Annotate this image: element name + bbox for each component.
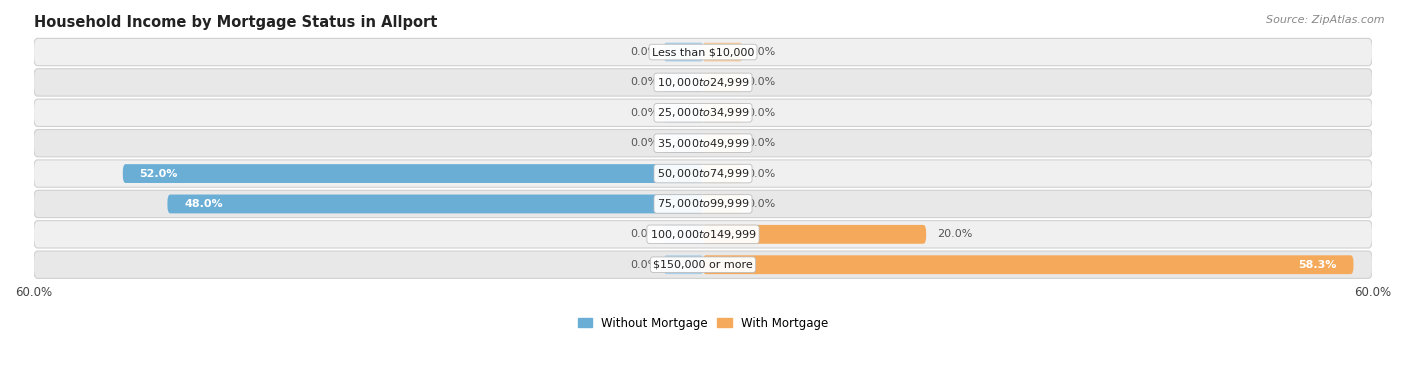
FancyBboxPatch shape — [664, 43, 703, 61]
Text: 0.0%: 0.0% — [630, 229, 658, 239]
FancyBboxPatch shape — [34, 130, 1372, 157]
FancyBboxPatch shape — [34, 38, 1372, 66]
FancyBboxPatch shape — [703, 103, 742, 122]
FancyBboxPatch shape — [664, 255, 703, 274]
FancyBboxPatch shape — [703, 164, 742, 183]
Text: $35,000 to $49,999: $35,000 to $49,999 — [657, 137, 749, 150]
Text: $100,000 to $149,999: $100,000 to $149,999 — [650, 228, 756, 241]
Text: 0.0%: 0.0% — [748, 47, 776, 57]
FancyBboxPatch shape — [703, 255, 1354, 274]
Text: $25,000 to $34,999: $25,000 to $34,999 — [657, 106, 749, 119]
Text: 48.0%: 48.0% — [184, 199, 222, 209]
Text: $150,000 or more: $150,000 or more — [654, 260, 752, 270]
FancyBboxPatch shape — [664, 103, 703, 122]
FancyBboxPatch shape — [34, 190, 1372, 218]
Text: 0.0%: 0.0% — [630, 108, 658, 118]
Text: Less than $10,000: Less than $10,000 — [652, 47, 754, 57]
Legend: Without Mortgage, With Mortgage: Without Mortgage, With Mortgage — [578, 317, 828, 329]
Text: 0.0%: 0.0% — [748, 138, 776, 148]
Text: 20.0%: 20.0% — [938, 229, 973, 239]
Text: 0.0%: 0.0% — [630, 47, 658, 57]
FancyBboxPatch shape — [34, 221, 1372, 248]
FancyBboxPatch shape — [664, 225, 703, 244]
FancyBboxPatch shape — [664, 134, 703, 153]
Text: 0.0%: 0.0% — [630, 77, 658, 87]
Text: $75,000 to $99,999: $75,000 to $99,999 — [657, 198, 749, 210]
Text: $50,000 to $74,999: $50,000 to $74,999 — [657, 167, 749, 180]
Text: 0.0%: 0.0% — [748, 108, 776, 118]
FancyBboxPatch shape — [122, 164, 703, 183]
Text: 0.0%: 0.0% — [630, 260, 658, 270]
FancyBboxPatch shape — [664, 73, 703, 92]
FancyBboxPatch shape — [703, 134, 742, 153]
Text: 52.0%: 52.0% — [139, 169, 179, 179]
FancyBboxPatch shape — [34, 160, 1372, 187]
Text: 0.0%: 0.0% — [748, 77, 776, 87]
Text: Source: ZipAtlas.com: Source: ZipAtlas.com — [1267, 15, 1385, 25]
FancyBboxPatch shape — [34, 69, 1372, 96]
Text: 0.0%: 0.0% — [630, 138, 658, 148]
FancyBboxPatch shape — [703, 73, 742, 92]
FancyBboxPatch shape — [703, 225, 927, 244]
FancyBboxPatch shape — [167, 195, 703, 213]
Text: 58.3%: 58.3% — [1298, 260, 1337, 270]
Text: $10,000 to $24,999: $10,000 to $24,999 — [657, 76, 749, 89]
FancyBboxPatch shape — [34, 251, 1372, 278]
FancyBboxPatch shape — [34, 99, 1372, 126]
Text: Household Income by Mortgage Status in Allport: Household Income by Mortgage Status in A… — [34, 15, 437, 30]
Text: 0.0%: 0.0% — [748, 169, 776, 179]
FancyBboxPatch shape — [703, 195, 742, 213]
FancyBboxPatch shape — [703, 43, 742, 61]
Text: 0.0%: 0.0% — [748, 199, 776, 209]
